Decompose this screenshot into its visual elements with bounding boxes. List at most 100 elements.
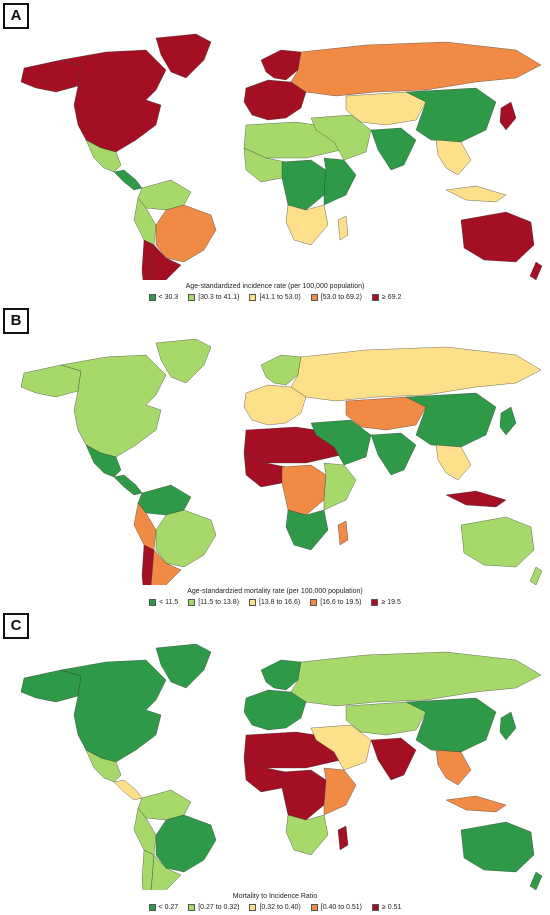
region-china: [405, 697, 497, 753]
world-map: [20, 338, 543, 585]
legend-swatch: [149, 599, 157, 606]
region-australia: [460, 516, 535, 568]
legend-swatch: [310, 599, 318, 606]
legend-swatch: [310, 904, 318, 911]
legend-label: [53.0 to 69.2): [320, 294, 363, 301]
region-alaska: [20, 669, 82, 703]
region-east-africa: [323, 157, 357, 206]
region-indonesia: [445, 795, 507, 813]
region-argentina: [150, 244, 182, 280]
region-australia: [460, 211, 535, 263]
region-greenland: [155, 33, 212, 79]
legend-item: [0.40 to 0.51): [310, 904, 363, 911]
panel-label: C: [3, 613, 29, 639]
region-greenland: [155, 643, 212, 689]
region-south-asia: [370, 737, 417, 781]
region-japan: [499, 406, 517, 436]
region-europe-west: [243, 384, 307, 426]
legend: < 30.3 [30.3 to 41.1) [41.1 to 53.0) [53.0 …: [0, 294, 550, 301]
region-europe-west: [243, 689, 307, 731]
legend-item: [13.8 to 16.6): [248, 599, 300, 606]
region-madagascar: [337, 215, 349, 241]
region-madagascar: [337, 520, 349, 546]
legend-label: [0.40 to 0.51): [320, 904, 363, 911]
region-scandinavia: [260, 659, 302, 691]
region-new-zealand: [529, 261, 543, 280]
legend-swatch: [188, 294, 196, 301]
legend-item: ≥ 0.51: [372, 904, 401, 911]
panel-label: A: [3, 3, 29, 29]
region-brazil: [155, 509, 217, 568]
region-russia: [290, 346, 542, 402]
world-map: [20, 643, 543, 890]
region-scandinavia: [260, 49, 302, 81]
region-central-africa: [281, 464, 327, 516]
legend-title: Mortality to Incidence Ratio: [232, 893, 318, 900]
legend-swatch: [248, 599, 256, 606]
region-indonesia: [445, 185, 507, 203]
legend-swatch: [249, 904, 257, 911]
region-east-africa: [323, 767, 357, 816]
legend-label: < 11.5: [159, 599, 179, 606]
region-southern-africa: [285, 204, 329, 246]
region-southern-africa: [285, 814, 329, 856]
region-japan: [499, 101, 517, 131]
legend-swatch: [310, 294, 318, 301]
region-middle-east: [310, 114, 372, 161]
legend: < 11.5 [11.5 to 13.8) [13.8 to 16.6) [16.6 …: [0, 599, 550, 606]
legend-item: [41.1 to 53.0): [249, 294, 301, 301]
region-middle-east: [310, 419, 372, 466]
region-china: [405, 87, 497, 143]
legend-item: [30.3 to 41.1): [188, 294, 239, 301]
region-southeast-asia: [435, 749, 472, 786]
panel-b: B Age-standardzied mortality rate (per 1…: [0, 305, 550, 610]
region-europe-west: [243, 79, 307, 121]
legend-item: [53.0 to 69.2): [310, 294, 363, 301]
region-north-america: [60, 49, 167, 153]
legend-label: [0.27 to 0.32): [198, 904, 240, 911]
region-north-america: [60, 659, 167, 763]
legend-title: Age-standardzied mortality rate (per 100…: [187, 588, 363, 595]
legend-item: [16.6 to 19.5): [310, 599, 361, 606]
region-central-america: [113, 474, 143, 496]
panel-a: A Age-standardized incidence rate (per 1…: [0, 0, 550, 305]
region-scandinavia: [260, 354, 302, 386]
legend-item: ≥ 69.2: [372, 294, 401, 301]
legend-label: [0.32 to 0.40): [259, 904, 301, 911]
legend-swatch: [372, 904, 380, 911]
region-new-zealand: [529, 566, 543, 585]
world-map: [20, 33, 543, 280]
legend-item: < 30.3: [148, 294, 179, 301]
region-russia: [290, 651, 542, 707]
legend-swatch: [188, 599, 196, 606]
region-central-america: [113, 779, 143, 801]
legend-title: Age-standardized incidence rate (per 100…: [185, 283, 365, 290]
legend-label: [16.6 to 19.5): [320, 599, 362, 606]
region-southeast-asia: [435, 139, 472, 176]
region-madagascar: [337, 825, 349, 851]
region-mexico: [85, 444, 122, 478]
region-greenland: [155, 338, 212, 384]
region-north-america: [60, 354, 167, 458]
legend-label: [11.5 to 13.8): [198, 599, 239, 606]
region-japan: [499, 711, 517, 741]
legend-label: ≥ 0.51: [382, 904, 402, 911]
region-central-africa: [281, 159, 327, 211]
region-mexico: [85, 749, 122, 783]
region-central-america: [113, 169, 143, 191]
region-mexico: [85, 139, 122, 173]
region-brazil: [155, 204, 217, 263]
legend-swatch: [371, 599, 379, 606]
legend-swatch: [148, 294, 156, 301]
region-australia: [460, 821, 535, 873]
legend-item: [0.27 to 0.32): [188, 904, 239, 911]
region-southern-africa: [285, 509, 329, 551]
region-south-asia: [370, 432, 417, 476]
region-indonesia: [445, 490, 507, 508]
legend-swatch: [148, 904, 156, 911]
legend-item: < 11.5: [149, 599, 178, 606]
legend-label: < 30.3: [158, 294, 179, 301]
legend-item: [0.32 to 0.40): [249, 904, 301, 911]
legend: < 0.27 [0.27 to 0.32) [0.32 to 0.40) [0.40 …: [0, 904, 550, 911]
region-southeast-asia: [435, 444, 472, 481]
